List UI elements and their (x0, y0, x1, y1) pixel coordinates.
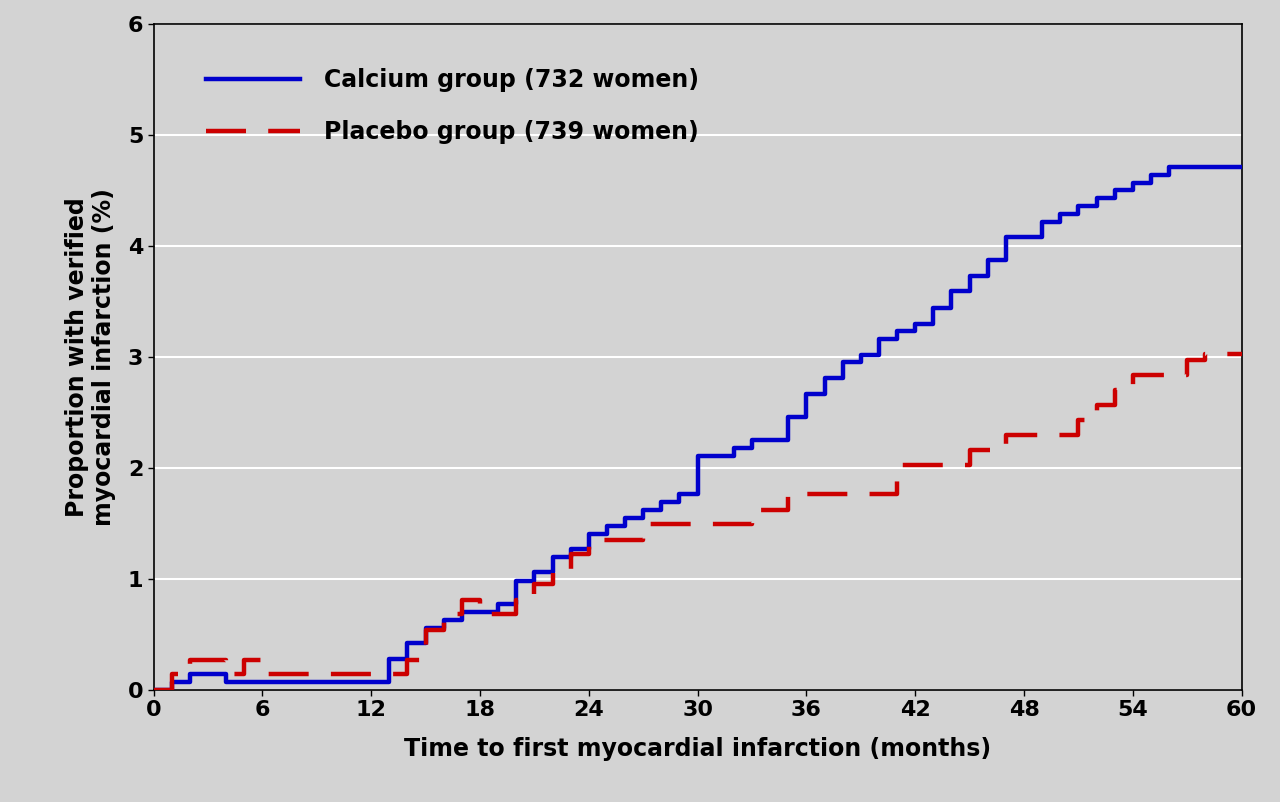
Legend: Calcium group (732 women), Placebo group (739 women): Calcium group (732 women), Placebo group… (187, 49, 718, 164)
X-axis label: Time to first myocardial infarction (months): Time to first myocardial infarction (mon… (404, 737, 991, 761)
Y-axis label: Proportion with verified
myocardial infarction (%): Proportion with verified myocardial infa… (65, 188, 116, 526)
